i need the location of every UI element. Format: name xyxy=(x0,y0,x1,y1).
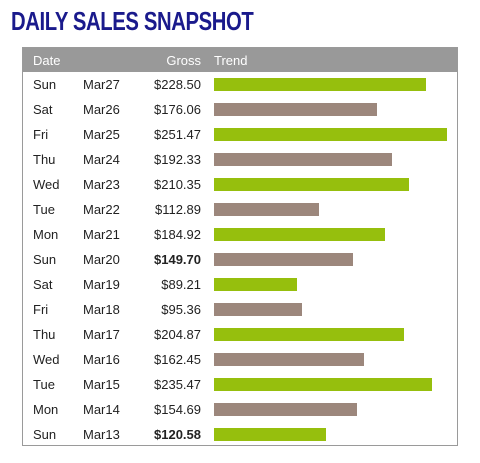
row-gross: $154.69 xyxy=(154,402,201,417)
chart-title: DAILY SALES SNAPSHOT xyxy=(11,6,254,36)
row-gross: $95.36 xyxy=(161,302,201,317)
table-row: Tue Mar15 $235.47 xyxy=(23,372,457,397)
table-row: Thu Mar17 $204.87 xyxy=(23,322,457,347)
sales-table: Date Gross Trend Sun Mar27 $228.50 Sat Mar26… xyxy=(22,47,458,446)
row-date: Mar26 xyxy=(83,102,120,117)
row-date: Mar19 xyxy=(83,277,120,292)
header-date: Date xyxy=(33,53,61,68)
table-row: Tue Mar22 $112.89 xyxy=(23,197,457,222)
trend-bar xyxy=(214,328,404,341)
table-row: Fri Mar18 $95.36 xyxy=(23,297,457,322)
row-date: Mar24 xyxy=(83,152,120,167)
trend-bar xyxy=(214,78,426,91)
row-gross: $235.47 xyxy=(154,377,201,392)
row-gross: $192.33 xyxy=(154,152,201,167)
row-day: Tue xyxy=(33,202,55,217)
row-date: Mar18 xyxy=(83,302,120,317)
trend-bar xyxy=(214,153,392,166)
row-day: Sun xyxy=(33,427,57,442)
row-date: Mar20 xyxy=(83,252,120,267)
row-day: Fri xyxy=(33,302,49,317)
table-row: Fri Mar25 $251.47 xyxy=(23,122,457,147)
row-date: Mar15 xyxy=(83,377,120,392)
trend-bar xyxy=(214,378,432,391)
row-date: Mar17 xyxy=(83,327,120,342)
row-gross: $149.70 xyxy=(154,252,201,267)
trend-bar xyxy=(214,128,447,141)
row-date: Mar25 xyxy=(83,127,120,142)
trend-bar xyxy=(214,278,297,291)
trend-bar xyxy=(214,303,302,316)
table-row: Sun Mar27 $228.50 xyxy=(23,72,457,97)
row-date: Mar21 xyxy=(83,227,120,242)
row-day: Fri xyxy=(33,127,49,142)
row-gross: $120.58 xyxy=(154,427,201,442)
row-gross: $251.47 xyxy=(154,127,201,142)
row-date: Mar13 xyxy=(83,427,120,442)
trend-bar xyxy=(214,203,319,216)
row-day: Mon xyxy=(33,227,59,242)
trend-bar xyxy=(214,228,385,241)
table-row: Sat Mar19 $89.21 xyxy=(23,272,457,297)
table-row: Wed Mar23 $210.35 xyxy=(23,172,457,197)
row-date: Mar14 xyxy=(83,402,120,417)
row-gross: $176.06 xyxy=(154,102,201,117)
trend-bar xyxy=(214,428,326,441)
row-gross: $162.45 xyxy=(154,352,201,367)
trend-bar xyxy=(214,353,364,366)
row-day: Wed xyxy=(33,352,60,367)
row-gross: $184.92 xyxy=(154,227,201,242)
row-day: Sat xyxy=(33,102,53,117)
row-day: Sun xyxy=(33,77,57,92)
table-row: Sun Mar13 $120.58 xyxy=(23,422,457,447)
trend-bar xyxy=(214,403,357,416)
row-day: Thu xyxy=(33,152,56,167)
table-row: Sun Mar20 $149.70 xyxy=(23,247,457,272)
table-row: Wed Mar16 $162.45 xyxy=(23,347,457,372)
row-day: Sat xyxy=(33,277,53,292)
row-gross: $89.21 xyxy=(161,277,201,292)
table-row: Mon Mar21 $184.92 xyxy=(23,222,457,247)
row-day: Wed xyxy=(33,177,60,192)
row-gross: $228.50 xyxy=(154,77,201,92)
row-day: Tue xyxy=(33,377,55,392)
row-date: Mar27 xyxy=(83,77,120,92)
table-header: Date Gross Trend xyxy=(23,48,457,72)
row-date: Mar23 xyxy=(83,177,120,192)
table-row: Thu Mar24 $192.33 xyxy=(23,147,457,172)
trend-bar xyxy=(214,253,353,266)
trend-bar xyxy=(214,103,377,116)
row-day: Thu xyxy=(33,327,56,342)
table-row: Sat Mar26 $176.06 xyxy=(23,97,457,122)
row-gross: $204.87 xyxy=(154,327,201,342)
row-gross: $210.35 xyxy=(154,177,201,192)
row-date: Mar16 xyxy=(83,352,120,367)
row-day: Mon xyxy=(33,402,59,417)
row-day: Sun xyxy=(33,252,57,267)
header-gross: Gross xyxy=(166,53,201,68)
table-row: Mon Mar14 $154.69 xyxy=(23,397,457,422)
header-trend: Trend xyxy=(214,53,248,68)
trend-bar xyxy=(214,178,409,191)
row-date: Mar22 xyxy=(83,202,120,217)
row-gross: $112.89 xyxy=(154,202,201,217)
